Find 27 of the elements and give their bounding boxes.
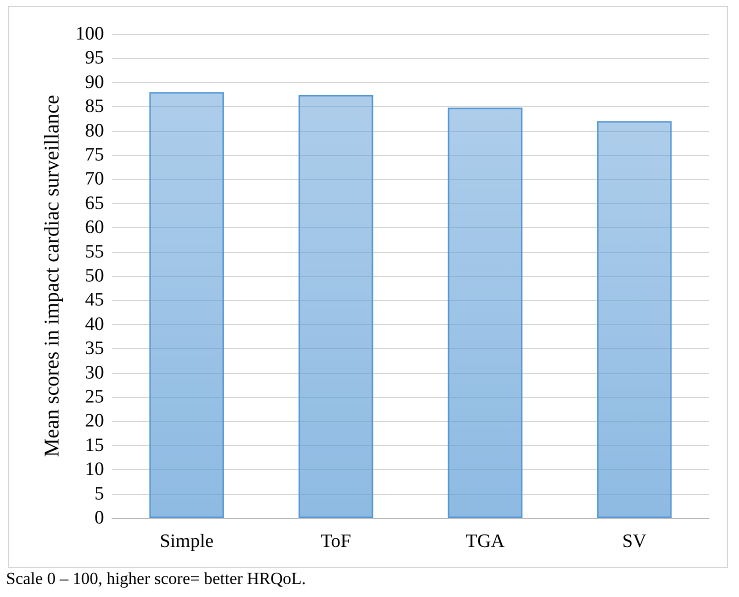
y-tick-label: 85: [85, 96, 104, 118]
y-tick-label: 5: [94, 483, 104, 504]
y-tick-label: 100: [76, 24, 104, 44]
y-tick-label: 20: [85, 410, 104, 432]
y-tick-label: 10: [85, 459, 104, 480]
y-tick-label: 70: [85, 168, 104, 190]
y-tick-label: 35: [85, 338, 104, 360]
y-tick-label: 15: [85, 434, 104, 456]
y-tick-label: 0: [94, 508, 104, 528]
x-tick-label: TGA: [466, 531, 505, 552]
x-tick-label: ToF: [320, 531, 352, 552]
y-tick-label: 95: [85, 48, 104, 69]
y-tick-label: 45: [85, 290, 104, 311]
y-tick-label: 55: [85, 241, 104, 262]
x-tick-label: SV: [622, 531, 647, 552]
x-tick-label: Simple: [160, 531, 214, 552]
y-tick-label: 75: [85, 144, 104, 166]
y-tick-label: 80: [85, 120, 104, 142]
y-tick-label: 25: [85, 386, 104, 408]
y-tick-label: 40: [85, 314, 104, 335]
y-tick-label: 90: [85, 72, 104, 93]
y-tick-label: 60: [85, 217, 104, 238]
text: Scale 0 – 100, higher score= better HRQoL.: [6, 569, 306, 589]
y-tick-label: 50: [85, 266, 104, 286]
y-tick-label: 30: [85, 362, 104, 384]
y-tick-label: 65: [85, 192, 104, 214]
y-axis-title: Mean scores in impact cardiac surveillance: [40, 94, 64, 458]
